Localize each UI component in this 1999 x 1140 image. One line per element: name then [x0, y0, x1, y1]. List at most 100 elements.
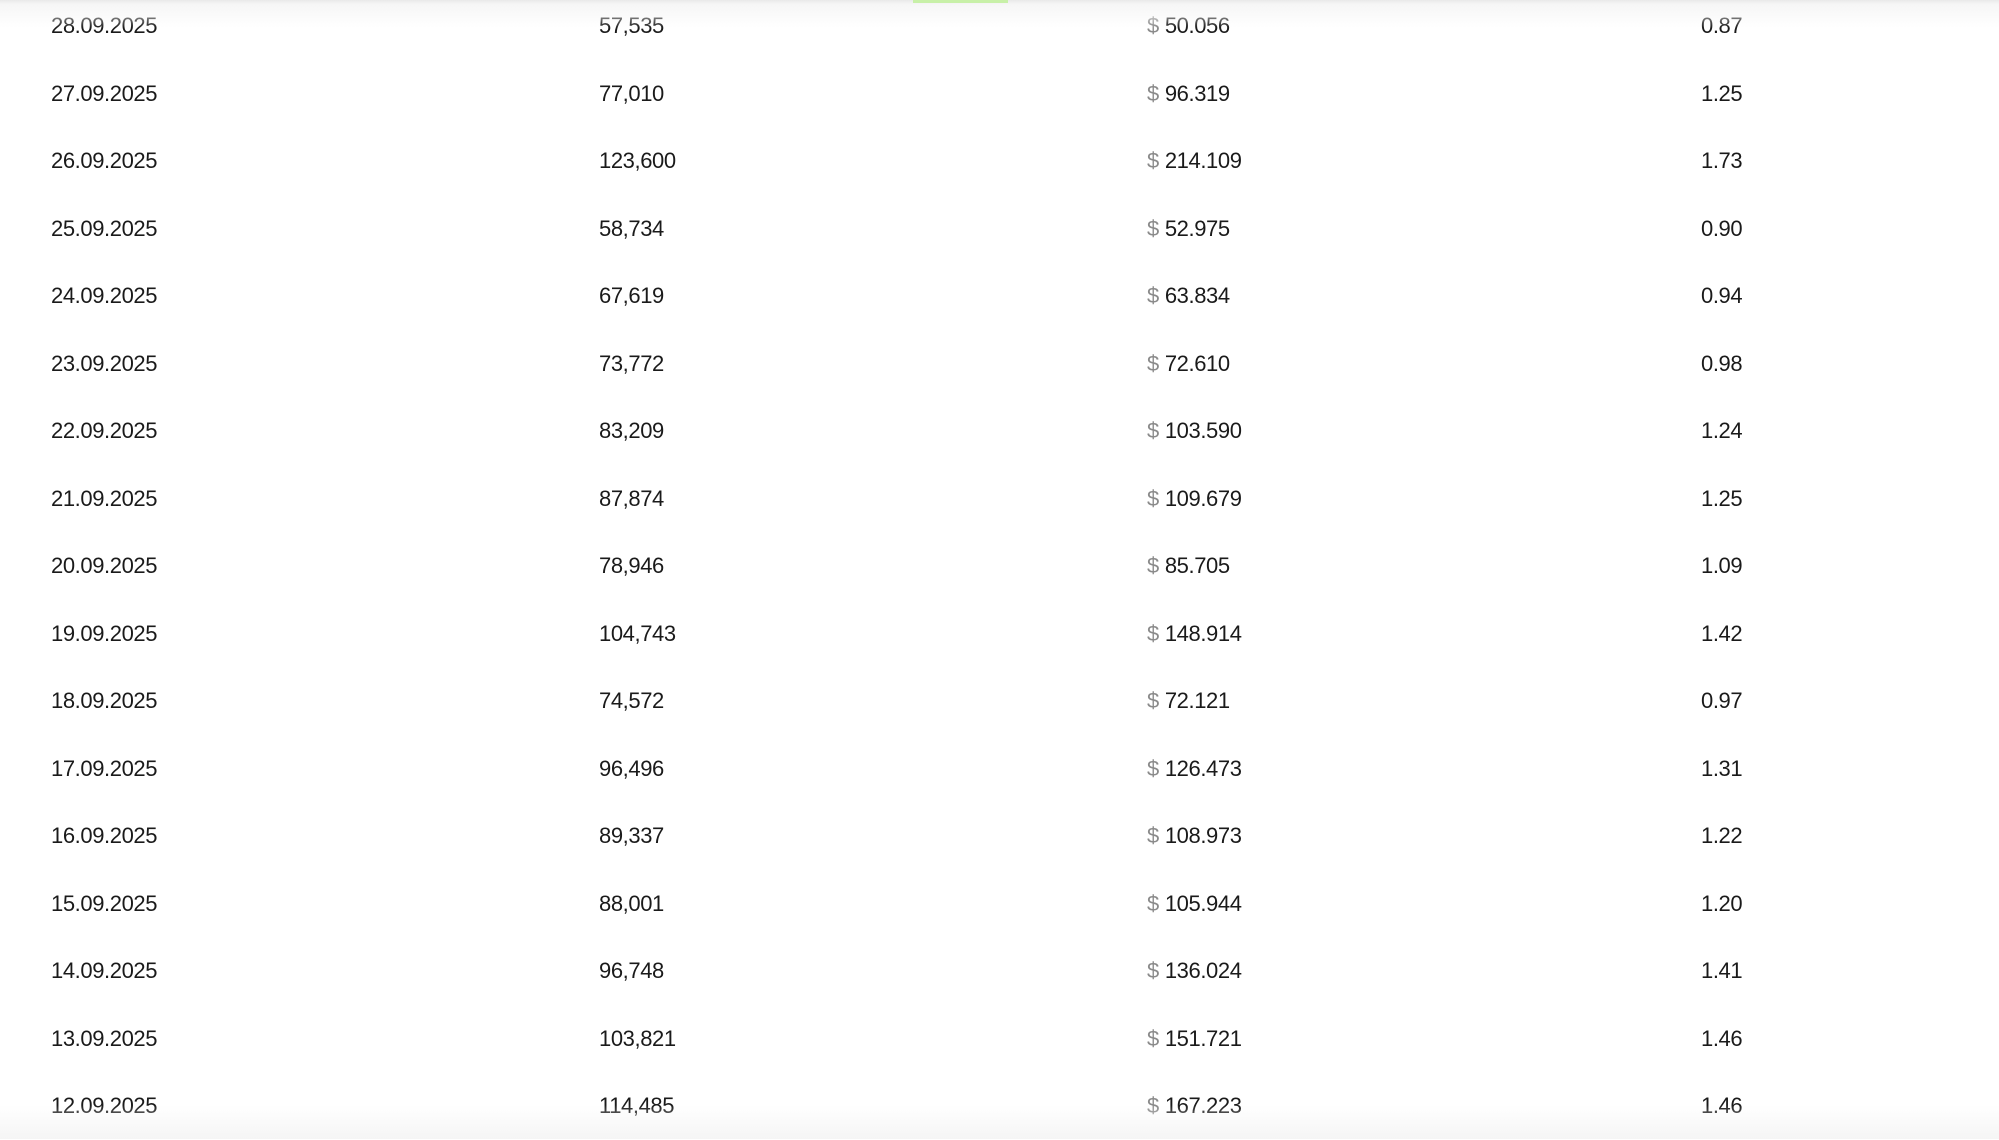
ratio-cell: 1.25 — [1701, 485, 1743, 511]
ratio-cell: 1.41 — [1701, 958, 1743, 983]
amount-value: 151.721 — [1164, 1025, 1242, 1051]
amount-cell: $52.975 — [1147, 195, 1230, 263]
date-cell: 18.09.2025 — [51, 688, 158, 713]
ratio-cell: 0.94 — [1701, 283, 1743, 308]
count-cell: 58,734 — [599, 215, 664, 241]
amount-cell: $72.610 — [1147, 330, 1230, 398]
currency-symbol: $ — [1147, 148, 1159, 173]
table-row: 14.09.2025 96,748 $136.024 1.41 — [0, 937, 1999, 1005]
ratio-cell: 0.98 — [1701, 350, 1743, 376]
table-row: 17.09.2025 96,496 $126.473 1.31 — [0, 735, 1999, 803]
currency-symbol: $ — [1147, 823, 1159, 848]
currency-symbol: $ — [1147, 958, 1159, 983]
count-cell: 67,619 — [599, 283, 664, 308]
amount-cell: $108.973 — [1147, 802, 1242, 870]
count-cell: 96,496 — [599, 755, 664, 781]
currency-symbol: $ — [1147, 350, 1159, 376]
amount-cell: $148.914 — [1147, 600, 1242, 668]
table-row: 19.09.2025 104,743 $148.914 1.42 — [0, 600, 1999, 668]
amount-cell: $109.679 — [1147, 465, 1242, 533]
currency-symbol: $ — [1147, 755, 1159, 781]
count-cell: 103,821 — [599, 1025, 676, 1051]
amount-cell: $103.590 — [1147, 397, 1242, 465]
count-cell: 88,001 — [599, 890, 664, 916]
amount-value: 109.679 — [1164, 485, 1242, 511]
amount-value: 103.590 — [1164, 418, 1242, 443]
amount-value: 105.944 — [1164, 890, 1242, 916]
amount-cell: $105.944 — [1147, 870, 1242, 938]
amount-value: 126.473 — [1164, 755, 1242, 781]
date-cell: 22.09.2025 — [51, 418, 158, 443]
count-cell: 87,874 — [599, 485, 664, 511]
amount-cell: $126.473 — [1147, 735, 1242, 803]
date-cell: 15.09.2025 — [51, 890, 158, 916]
date-cell: 23.09.2025 — [51, 350, 158, 376]
count-cell: 74,572 — [599, 688, 664, 713]
ratio-cell: 1.09 — [1701, 553, 1743, 578]
date-cell: 14.09.2025 — [51, 958, 158, 983]
amount-value: 148.914 — [1164, 620, 1242, 646]
currency-symbol: $ — [1147, 890, 1159, 916]
table-row: 22.09.2025 83,209 $103.590 1.24 — [0, 397, 1999, 465]
table-row: 13.09.2025 103,821 $151.721 1.46 — [0, 1005, 1999, 1073]
bottom-fade — [0, 1105, 1999, 1139]
table-row: 25.09.2025 58,734 $52.975 0.90 — [0, 195, 1999, 263]
ratio-cell: 1.42 — [1701, 620, 1743, 646]
ratio-cell: 0.97 — [1701, 688, 1743, 713]
date-cell: 13.09.2025 — [51, 1025, 158, 1051]
amount-value: 72.610 — [1164, 350, 1230, 376]
ratio-cell: 0.90 — [1701, 215, 1743, 241]
amount-value: 63.834 — [1164, 283, 1230, 308]
currency-symbol: $ — [1147, 1025, 1159, 1051]
date-cell: 20.09.2025 — [51, 553, 158, 578]
count-cell: 78,946 — [599, 553, 664, 578]
amount-value: 108.973 — [1164, 823, 1242, 848]
date-cell: 26.09.2025 — [51, 148, 158, 173]
header-shadow — [0, 0, 1999, 28]
date-cell: 27.09.2025 — [51, 80, 158, 106]
table-row: 15.09.2025 88,001 $105.944 1.20 — [0, 870, 1999, 938]
currency-symbol: $ — [1147, 620, 1159, 646]
amount-cell: $151.721 — [1147, 1005, 1242, 1073]
currency-symbol: $ — [1147, 283, 1159, 308]
ratio-cell: 1.46 — [1701, 1025, 1743, 1051]
table-row: 16.09.2025 89,337 $108.973 1.22 — [0, 802, 1999, 870]
ratio-cell: 1.73 — [1701, 148, 1743, 173]
currency-symbol: $ — [1147, 553, 1159, 578]
active-tab-indicator — [913, 0, 1008, 3]
table-row: 27.09.2025 77,010 $96.319 1.25 — [0, 60, 1999, 128]
ratio-cell: 1.22 — [1701, 823, 1743, 848]
amount-value: 96.319 — [1164, 80, 1230, 106]
ratio-cell: 1.24 — [1701, 418, 1743, 443]
ratio-cell: 1.25 — [1701, 80, 1743, 106]
count-cell: 96,748 — [599, 958, 664, 983]
date-cell: 25.09.2025 — [51, 215, 158, 241]
table-row: 24.09.2025 67,619 $63.834 0.94 — [0, 262, 1999, 330]
date-cell: 19.09.2025 — [51, 620, 158, 646]
amount-cell: $214.109 — [1147, 127, 1242, 195]
count-cell: 123,600 — [599, 148, 676, 173]
date-cell: 17.09.2025 — [51, 755, 158, 781]
date-cell: 16.09.2025 — [51, 823, 158, 848]
amount-value: 72.121 — [1164, 688, 1230, 713]
amount-cell: $63.834 — [1147, 262, 1230, 330]
table-row: 18.09.2025 74,572 $72.121 0.97 — [0, 667, 1999, 735]
amount-cell: $136.024 — [1147, 937, 1242, 1005]
table-row: 20.09.2025 78,946 $85.705 1.09 — [0, 532, 1999, 600]
amount-value: 214.109 — [1164, 148, 1242, 173]
table-row: 21.09.2025 87,874 $109.679 1.25 — [0, 465, 1999, 533]
ratio-cell: 1.20 — [1701, 890, 1743, 916]
count-cell: 73,772 — [599, 350, 664, 376]
currency-symbol: $ — [1147, 688, 1159, 713]
table-row: 23.09.2025 73,772 $72.610 0.98 — [0, 330, 1999, 398]
count-cell: 77,010 — [599, 80, 664, 106]
count-cell: 83,209 — [599, 418, 664, 443]
amount-value: 52.975 — [1164, 215, 1230, 241]
date-cell: 24.09.2025 — [51, 283, 158, 308]
amount-value: 85.705 — [1164, 553, 1230, 578]
currency-symbol: $ — [1147, 485, 1159, 511]
amount-cell: $85.705 — [1147, 532, 1230, 600]
date-cell: 21.09.2025 — [51, 485, 158, 511]
table-row: 26.09.2025 123,600 $214.109 1.73 — [0, 127, 1999, 195]
